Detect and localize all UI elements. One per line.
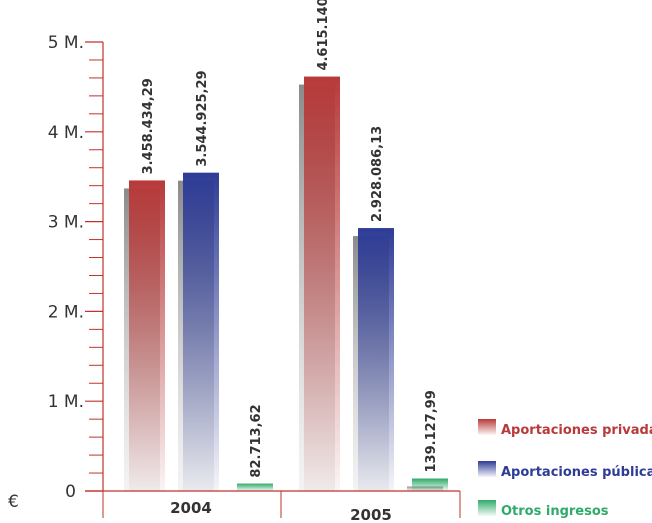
- unit-label: €: [8, 492, 19, 512]
- x-category-label: 2005: [350, 506, 392, 523]
- legend-label: Aportaciones privadas: [501, 423, 652, 438]
- data-label: 3.544.925,29: [195, 70, 210, 166]
- y-tick-label: 4 M.: [48, 123, 84, 143]
- bar-2004-aportaciones-p-blicas: [183, 172, 219, 491]
- legend-swatch: [478, 500, 496, 516]
- data-label: 3.458.434,29: [141, 78, 156, 174]
- axes-layer: 0 1 M. 2 M. 3 M. 4 M. 5 M. 2004 2005 €: [8, 33, 461, 523]
- bar-2005-aportaciones-privadas: [304, 76, 340, 491]
- x-category-label: 2004: [170, 499, 212, 517]
- legend-swatch: [478, 419, 496, 435]
- bar-2004-otros-ingresos: [237, 483, 273, 491]
- bars-layer: [124, 76, 448, 491]
- data-labels-layer: 3.458.434,29 3.544.925,29 82.713,62 4.615.1…: [141, 0, 439, 478]
- legend-label: Otros ingresos: [501, 504, 609, 519]
- legend-label: Aportaciones públicas: [501, 465, 652, 480]
- y-tick-label: 0: [65, 482, 76, 502]
- bar-2004-aportaciones-privadas: [129, 180, 165, 491]
- bar-2005-otros-ingresos: [412, 478, 448, 491]
- legend-swatch: [478, 461, 496, 477]
- y-tick-label: 5 M.: [48, 33, 84, 53]
- data-label: 2.928.086,13: [370, 126, 385, 222]
- y-tick-label: 2 M.: [48, 302, 84, 322]
- legend: Aportaciones privadas Aportaciones públic…: [478, 419, 652, 519]
- data-label: 139.127,99: [424, 390, 439, 472]
- y-tick-label: 3 M.: [48, 213, 84, 233]
- bar-2005-aportaciones-p-blicas: [358, 228, 394, 491]
- data-label: 4.615.140: [316, 0, 331, 71]
- y-tick-label: 1 M.: [48, 392, 84, 412]
- data-label: 82.713,62: [249, 404, 264, 477]
